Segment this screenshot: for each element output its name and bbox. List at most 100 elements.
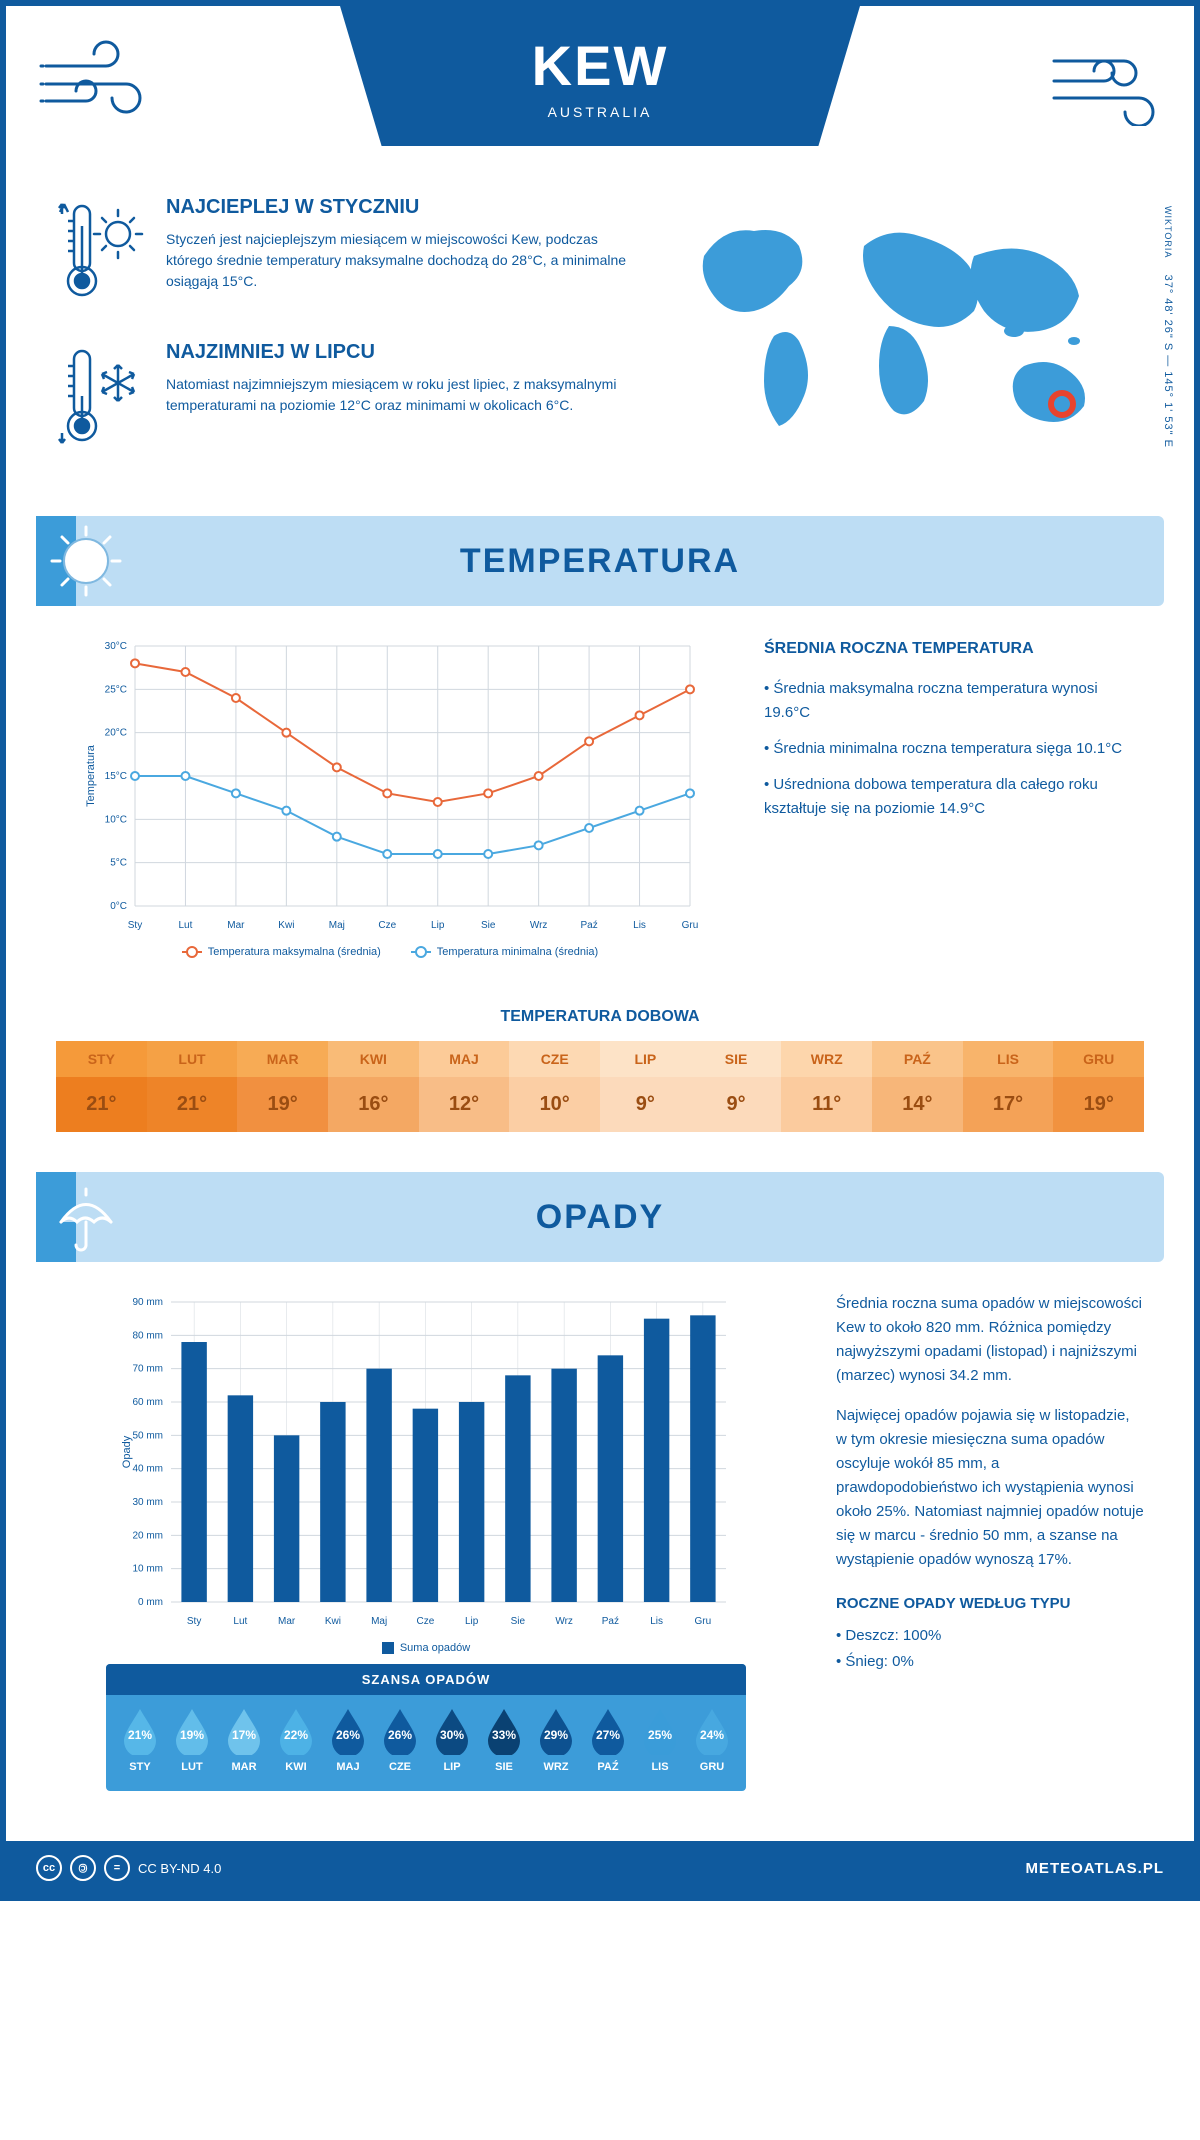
page: KEW AUSTRALIA NAJCIEPLEJ W S (0, 0, 1200, 1901)
site-name: METEOATLAS.PL (1025, 1860, 1164, 1877)
svg-text:Lip: Lip (431, 920, 445, 931)
daily-temp-table: STY21°LUT21°MAR19°KWI16°MAJ12°CZE10°LIP9… (56, 1041, 1144, 1132)
temp-table-col: MAR19° (237, 1041, 328, 1132)
hot-text: Styczeń jest najcieplejszym miesiącem w … (166, 229, 634, 292)
svg-text:30 mm: 30 mm (132, 1497, 163, 1508)
city-name: KEW (532, 33, 669, 98)
svg-text:Maj: Maj (329, 920, 345, 931)
legend-item: Suma opadów (382, 1642, 470, 1654)
temp-title: TEMPERATURA (460, 542, 740, 581)
svg-text:10°C: 10°C (105, 814, 127, 825)
svg-text:Gru: Gru (695, 1616, 712, 1627)
map-column: WIKTORIA 37° 48' 26" S — 145° 1' 53" E (664, 196, 1144, 486)
svg-text:10 mm: 10 mm (132, 1564, 163, 1575)
license-block: cc 🄯 = CC BY-ND 4.0 (36, 1855, 221, 1881)
rain-chance-drop: 26%MAJ (325, 1707, 371, 1773)
svg-text:Mar: Mar (278, 1616, 296, 1627)
rain-legend-label: Suma opadów (400, 1642, 470, 1654)
rain-body: 0 mm10 mm20 mm30 mm40 mm50 mm60 mm70 mm8… (6, 1262, 1194, 1841)
temp-summary: ŚREDNIA ROCZNA TEMPERATURA • Średnia mak… (764, 636, 1144, 958)
chance-title: SZANSA OPADÓW (106, 1664, 746, 1695)
temperature-line-chart: 0°C5°C10°C15°C20°C25°C30°CStyLutMarKwiMa… (56, 636, 724, 936)
rain-chance-drops: 21%STY19%LUT17%MAR22%KWI26%MAJ26%CZE30%L… (106, 1695, 746, 1779)
temp-bullet: • Średnia minimalna roczna temperatura s… (764, 737, 1144, 761)
svg-text:Sie: Sie (481, 920, 496, 931)
rain-chance-drop: 19%LUT (169, 1707, 215, 1773)
rain-type-item: • Deszcz: 100% (836, 1624, 1144, 1648)
svg-text:Opady: Opady (121, 1435, 133, 1468)
svg-text:5°C: 5°C (110, 858, 127, 869)
svg-text:20 mm: 20 mm (132, 1530, 163, 1541)
cold-fact: NAJZIMNIEJ W LIPCU Natomiast najzimniejs… (56, 341, 634, 456)
nd-icon: = (104, 1855, 130, 1881)
rain-title: OPADY (536, 1198, 664, 1237)
rain-chance-drop: 33%SIE (481, 1707, 527, 1773)
header: KEW AUSTRALIA (6, 6, 1194, 186)
svg-text:70 mm: 70 mm (132, 1364, 163, 1375)
rain-section-head: OPADY (36, 1172, 1164, 1262)
temp-chart-wrap: 0°C5°C10°C15°C20°C25°C30°CStyLutMarKwiMa… (56, 636, 724, 958)
rain-paragraph: Średnia roczna suma opadów w miejscowośc… (836, 1292, 1144, 1388)
svg-text:0°C: 0°C (110, 901, 127, 912)
facts-column: NAJCIEPLEJ W STYCZNIU Styczeń jest najci… (56, 196, 634, 486)
title-banner: KEW AUSTRALIA (340, 6, 860, 146)
coords-text: 37° 48' 26" S — 145° 1' 53" E (1162, 275, 1174, 448)
temp-chart-legend: .leg-sw[style*='#e8683a']::before{border… (56, 946, 724, 958)
cold-text: Natomiast najzimniejszym miesiącem w rok… (166, 374, 634, 416)
rain-chance-drop: 27%PAŹ (585, 1707, 631, 1773)
svg-text:Cze: Cze (416, 1616, 434, 1627)
rain-chance-drop: 30%LIP (429, 1707, 475, 1773)
svg-text:30°C: 30°C (105, 641, 127, 652)
legend-item: .leg-sw[style*='#4aa8e0']::before{border… (411, 946, 598, 958)
intro-section: NAJCIEPLEJ W STYCZNIU Styczeń jest najci… (6, 186, 1194, 516)
rain-chance-drop: 21%STY (117, 1707, 163, 1773)
svg-text:Wrz: Wrz (530, 920, 548, 931)
temp-table-col: WRZ11° (781, 1041, 872, 1132)
temp-table-col: LIS17° (963, 1041, 1054, 1132)
temperature-section-head: TEMPERATURA (36, 516, 1164, 606)
svg-text:Lis: Lis (650, 1616, 663, 1627)
svg-text:15°C: 15°C (105, 771, 127, 782)
world-map-icon (664, 196, 1144, 456)
rain-chart-legend: Suma opadów (56, 1642, 796, 1654)
wind-icon-left (36, 36, 176, 126)
svg-text:25°C: 25°C (105, 684, 127, 695)
svg-text:Wrz: Wrz (555, 1616, 573, 1627)
svg-text:Gru: Gru (682, 920, 699, 931)
temp-bullet: • Średnia maksymalna roczna temperatura … (764, 677, 1144, 725)
daily-temp-title: TEMPERATURA DOBOWA (6, 1008, 1194, 1026)
svg-text:Paź: Paź (580, 920, 597, 931)
rain-chance-drop: 24%GRU (689, 1707, 735, 1773)
temp-table-col: GRU19° (1053, 1041, 1144, 1132)
umbrella-icon (46, 1177, 126, 1257)
svg-text:Sty: Sty (128, 920, 142, 931)
svg-text:Mar: Mar (227, 920, 245, 931)
rain-chance-drop: 25%LIS (637, 1707, 683, 1773)
svg-text:Maj: Maj (371, 1616, 387, 1627)
svg-text:Cze: Cze (378, 920, 396, 931)
svg-text:Temperatura: Temperatura (85, 744, 97, 807)
wind-icon-right (1024, 36, 1164, 126)
by-icon: 🄯 (70, 1855, 96, 1881)
svg-text:Kwi: Kwi (325, 1616, 341, 1627)
svg-text:Lip: Lip (465, 1616, 479, 1627)
rain-type-title: ROCZNE OPADY WEDŁUG TYPU (836, 1592, 1144, 1616)
svg-text:Sie: Sie (511, 1616, 526, 1627)
temp-table-col: MAJ12° (419, 1041, 510, 1132)
temp-table-col: LUT21° (147, 1041, 238, 1132)
rain-chance-drop: 26%CZE (377, 1707, 423, 1773)
temp-bullet: • Uśredniona dobowa temperatura dla całe… (764, 773, 1144, 821)
svg-text:40 mm: 40 mm (132, 1464, 163, 1475)
country-name: AUSTRALIA (548, 104, 653, 120)
svg-text:50 mm: 50 mm (132, 1430, 163, 1441)
temp-table-col: SIE9° (691, 1041, 782, 1132)
rain-type-item: • Śnieg: 0% (836, 1650, 1144, 1674)
rain-chance-drop: 22%KWI (273, 1707, 319, 1773)
svg-text:Kwi: Kwi (278, 920, 294, 931)
svg-text:Lut: Lut (233, 1616, 247, 1627)
temp-table-col: CZE10° (509, 1041, 600, 1132)
hot-fact: NAJCIEPLEJ W STYCZNIU Styczeń jest najci… (56, 196, 634, 311)
cold-title: NAJZIMNIEJ W LIPCU (166, 341, 634, 364)
svg-text:Lut: Lut (179, 920, 193, 931)
svg-text:Lis: Lis (633, 920, 646, 931)
